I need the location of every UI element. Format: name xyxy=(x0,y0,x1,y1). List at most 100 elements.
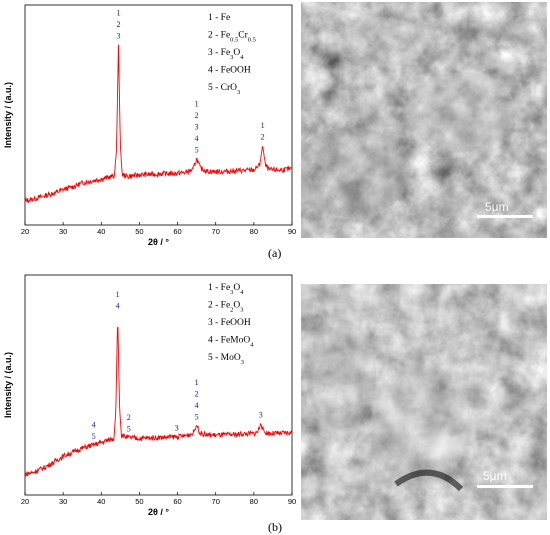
legend-entry: 3 - FeOOH xyxy=(208,318,251,328)
x-tick-label: 40 xyxy=(97,497,105,506)
peak-label: 5 xyxy=(195,412,199,421)
legend-subscript: 3 xyxy=(230,54,233,61)
legend-subscript: 0.5 xyxy=(230,36,238,43)
scale-bar-label: 5μm xyxy=(483,469,507,483)
peak-label: 2 xyxy=(127,413,131,422)
peak-label: 3 xyxy=(175,424,179,433)
peak-label: 2 xyxy=(195,389,199,398)
legend-subscript: 4 xyxy=(240,289,244,296)
x-tick-label: 30 xyxy=(59,497,67,506)
legend-number: 4 - xyxy=(208,336,221,346)
legend-entry: 5 - CrO3 xyxy=(208,83,240,96)
peak-label: 5 xyxy=(127,425,131,434)
legend-number: 1 - xyxy=(208,283,221,293)
peak-label: 2 xyxy=(116,20,120,29)
xrd-series-line xyxy=(24,326,293,477)
x-tick-label: 80 xyxy=(250,497,258,506)
peak-label: 1 xyxy=(116,9,120,18)
legend-subscript: 3 xyxy=(240,306,243,313)
plot-frame xyxy=(24,4,293,226)
legend-formula: FeOOH xyxy=(221,318,251,328)
x-tick-label: 70 xyxy=(212,497,220,506)
legend-entry: 3 - Fe3O4 xyxy=(208,48,244,61)
peak-label: 2 xyxy=(261,133,265,142)
legend-formula: CrO xyxy=(221,83,238,93)
scale-bar-label: 5μm xyxy=(485,200,509,214)
figure-panel-b: 20 30 40 50 60 70 80 90 2θ / ° Intensity / (a.u.)… xyxy=(0,270,550,535)
peak-label: 4 xyxy=(195,134,199,143)
legend-formula: O xyxy=(233,283,240,293)
peak-label: 4 xyxy=(195,401,199,410)
peak-label: 3 xyxy=(259,411,263,420)
legend-formula: MoO xyxy=(221,353,241,363)
x-tick-label: 90 xyxy=(288,497,296,506)
peak-label: 1 xyxy=(116,290,120,299)
legend-number: 2 - xyxy=(208,31,221,41)
x-tick-label: 90 xyxy=(288,227,296,236)
legend-entry: 4 - FeMoO4 xyxy=(208,336,254,349)
legend-number: 5 - xyxy=(208,83,221,93)
xrd-chart-a: 20 30 40 50 60 70 80 90 2θ / ° Intensity / (a.u.)… xyxy=(3,4,296,245)
legend-entry: 4 - FeOOH xyxy=(208,66,251,76)
peak-label: 4 xyxy=(92,420,96,429)
legend-subscript: 4 xyxy=(250,341,254,348)
legend-entry: 5 - MoO3 xyxy=(208,353,244,366)
legend-number: 3 - xyxy=(208,318,221,328)
figure-panel-a: 20 30 40 50 60 70 80 90 2θ / ° Intensity / (a.u.)… xyxy=(0,0,550,262)
legend-number: 1 - xyxy=(208,13,221,23)
xrd-chart-b: 20 30 40 50 60 70 80 90 2θ / ° Intensity / (a.u.)… xyxy=(3,274,296,515)
x-axis-label: 2θ / ° xyxy=(148,507,169,515)
legend-formula: Cr xyxy=(238,31,248,41)
y-axis-label: Intensity / (a.u.) xyxy=(3,352,13,418)
legend-number: 5 - xyxy=(208,353,221,363)
x-tick-label: 80 xyxy=(250,227,258,236)
legend-entry: 2 - Fe2O3 xyxy=(208,301,244,314)
x-axis-label: 2θ / ° xyxy=(148,237,169,245)
peak-label: 2 xyxy=(195,111,199,120)
x-tick-label: 50 xyxy=(135,227,143,236)
peak-label: 1 xyxy=(261,121,265,130)
xrd-series-line xyxy=(24,44,293,204)
x-tick-label: 20 xyxy=(21,227,29,236)
legend-subscript: 4 xyxy=(240,54,244,61)
x-tick-label: 60 xyxy=(173,227,181,236)
x-tick-label: 30 xyxy=(59,227,67,236)
legend-number: 4 - xyxy=(208,66,221,76)
x-tick-label: 60 xyxy=(173,497,181,506)
legend-formula: O xyxy=(233,48,240,58)
legend-subscript: 3 xyxy=(230,289,233,296)
legend-entry: 1 - Fe3O4 xyxy=(208,283,244,296)
legend-entry: 2 - Fe0.5Cr0.5 xyxy=(208,31,256,44)
legend-formula: Fe xyxy=(221,48,231,58)
sem-micrograph-b: 5μm xyxy=(301,284,547,520)
peak-label: 3 xyxy=(116,32,120,41)
peak-label: 4 xyxy=(116,302,120,311)
legend-subscript: 3 xyxy=(241,359,244,366)
x-tick-label: 50 xyxy=(135,497,143,506)
legend-formula: FeOOH xyxy=(221,66,251,76)
legend-subscript: 0.5 xyxy=(248,36,256,43)
panel-label-b: (b) xyxy=(268,520,282,534)
legend-formula: FeMoO xyxy=(221,336,251,346)
legend-number: 3 - xyxy=(208,48,221,58)
scale-bar xyxy=(477,215,533,218)
peak-label: 3 xyxy=(195,123,199,132)
legend-formula: O xyxy=(233,301,240,311)
legend-formula: Fe xyxy=(221,31,231,41)
panel-label-a: (a) xyxy=(268,246,282,260)
x-tick-label: 70 xyxy=(212,227,220,236)
plot-frame xyxy=(24,274,293,496)
peak-label: 1 xyxy=(195,100,199,109)
legend-formula: Fe xyxy=(221,283,231,293)
x-tick-label: 20 xyxy=(21,497,29,506)
legend-formula: Fe xyxy=(221,13,231,23)
x-tick-label: 40 xyxy=(97,227,105,236)
legend-subscript: 3 xyxy=(237,89,240,96)
peak-label: 1 xyxy=(195,378,199,387)
peak-label: 5 xyxy=(195,146,199,155)
peak-label: 5 xyxy=(92,432,96,441)
y-axis-label: Intensity / (a.u.) xyxy=(3,82,13,148)
legend-number: 2 - xyxy=(208,301,221,311)
legend-entry: 1 - Fe xyxy=(208,13,230,23)
scale-bar xyxy=(477,485,533,488)
